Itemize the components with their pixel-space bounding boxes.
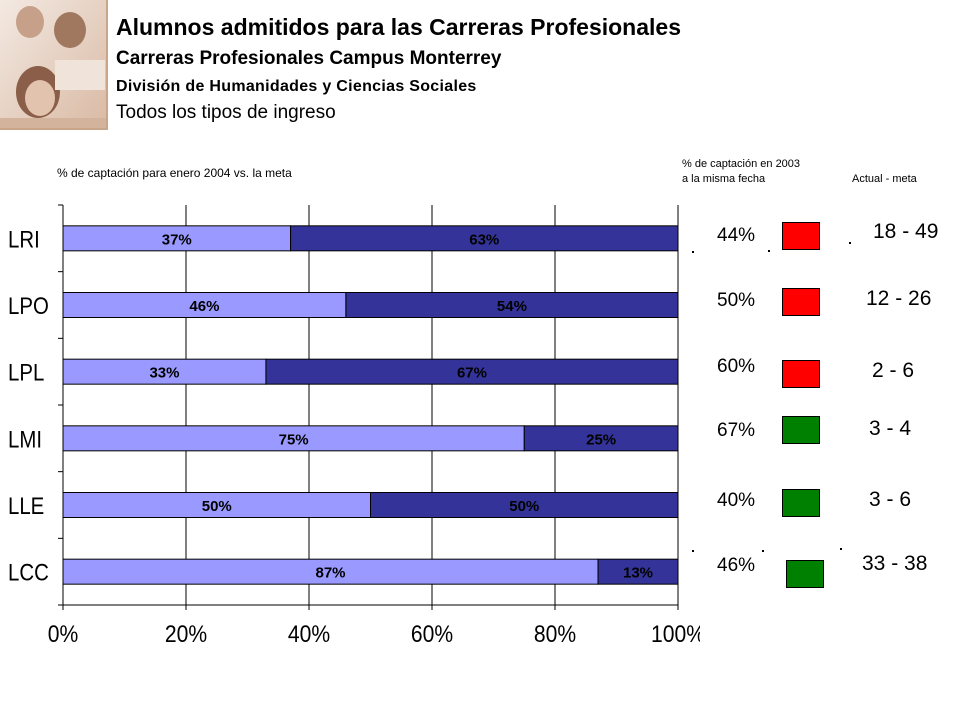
actual-meta-range: 33 - 38 <box>862 552 928 575</box>
students-photo-image <box>0 0 106 128</box>
ingreso-label: Todos los tipos de ingreso <box>116 102 336 123</box>
prev-capture-value: 50% <box>717 290 756 311</box>
actual-meta-range: 2 - 6 <box>872 359 915 382</box>
prev-caption: % de captación en 2003 a la misma fecha <box>682 157 800 187</box>
bar-data-label: 46% <box>189 298 219 315</box>
red-status-indicator <box>782 222 820 250</box>
decorative-dot <box>840 548 842 550</box>
prev-capture-value: 40% <box>717 490 756 511</box>
actual-meta-range: 18 - 49 <box>873 220 939 243</box>
bar-data-label: 50% <box>509 498 539 515</box>
green-status-indicator <box>782 416 820 444</box>
actual-meta-range: 3 - 4 <box>869 417 912 440</box>
page-title: Alumnos admitidos para las Carreras Prof… <box>116 14 681 40</box>
division-label: División de Humanidades y Ciencias Socia… <box>116 78 477 95</box>
bar-data-label: 63% <box>469 231 499 248</box>
bar-lpl-seg2 <box>265 358 679 385</box>
decorative-dot <box>692 550 694 552</box>
category-label: LPO <box>8 292 49 319</box>
bar-data-label: 54% <box>497 298 527 315</box>
page-subtitle: Carreras Profesionales Campus Monterrey <box>116 48 502 69</box>
bar-data-label: 25% <box>586 431 616 448</box>
prev-capture-value: 67% <box>717 420 756 441</box>
prev-caption-line1: % de captación en 2003 <box>682 158 801 170</box>
bar-data-label: 13% <box>623 565 653 582</box>
bar-lcc-seg2 <box>597 558 679 585</box>
bar-lri-seg1 <box>62 225 292 252</box>
bar-data-label: 67% <box>457 365 487 382</box>
x-tick-label: 20% <box>165 621 207 648</box>
bar-lpo-seg1 <box>62 292 347 318</box>
category-label: LPL <box>8 359 44 386</box>
category-label: LLE <box>8 492 44 519</box>
prev-capture-value: 60% <box>717 356 756 377</box>
actual-meta-range: 3 - 6 <box>869 488 912 511</box>
bar-data-label: 87% <box>316 565 346 582</box>
bar-data-label: 33% <box>149 365 179 382</box>
x-tick-label: 80% <box>534 621 576 648</box>
category-label: LMI <box>8 426 42 453</box>
bar-data-label: 37% <box>162 231 192 248</box>
bar-lpo-seg2 <box>345 292 679 318</box>
x-tick-label: 0% <box>48 621 79 648</box>
students-photo <box>0 0 108 130</box>
bar-lle-seg2 <box>370 492 679 518</box>
x-tick-label: 40% <box>288 621 330 648</box>
captacion-bar-chart: 0% 20% 40% 60% 80% 100% 37% 63% LRI 46% 54% LPO 33% 6… <box>8 204 700 648</box>
category-label: LRI <box>8 226 40 253</box>
bar-lmi-seg1 <box>62 425 525 452</box>
category-label: LCC <box>8 559 49 586</box>
bar-lri-seg2 <box>290 225 679 252</box>
decorative-dot <box>768 250 770 252</box>
bar-data-label: 50% <box>202 498 232 515</box>
bar-lmi-seg2 <box>523 425 679 452</box>
x-tick-label: 60% <box>411 621 453 648</box>
bar-data-label: 75% <box>279 431 309 448</box>
prev-capture-value: 46% <box>717 555 756 576</box>
decorative-dot <box>849 242 851 244</box>
bar-lpl-seg1 <box>62 358 267 385</box>
prev-capture-value: 44% <box>717 225 756 246</box>
x-tick-label: 100% <box>651 621 700 648</box>
red-status-indicator <box>782 288 820 316</box>
green-status-indicator <box>782 489 820 517</box>
chart-caption: % de captación para enero 2004 vs. la me… <box>57 166 292 180</box>
decorative-dot <box>692 251 694 253</box>
actual-meta-range: 12 - 26 <box>866 287 932 310</box>
range-caption: Actual - meta <box>852 173 917 185</box>
green-status-indicator <box>786 560 824 588</box>
bar-lle-seg1 <box>62 492 371 518</box>
prev-caption-line2: a la misma fecha <box>682 173 766 185</box>
red-status-indicator <box>782 360 820 388</box>
decorative-dot <box>762 550 764 552</box>
